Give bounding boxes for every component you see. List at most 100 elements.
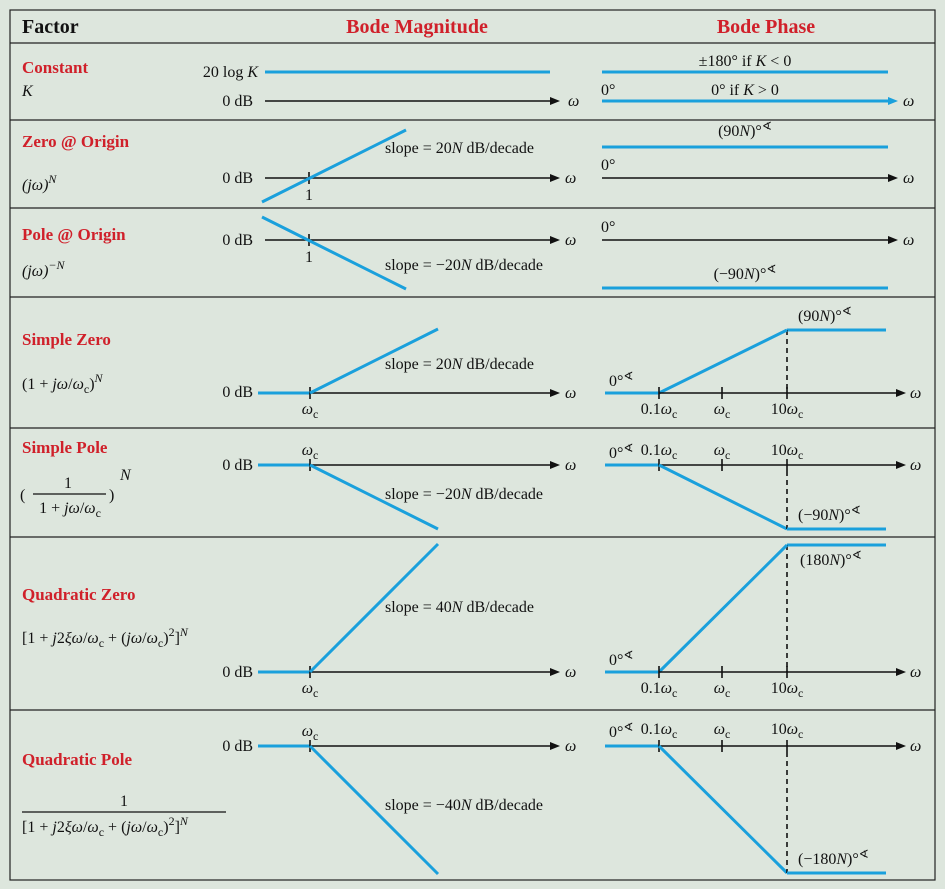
slope-label: slope = 20N dB/decade xyxy=(385,140,534,157)
phase-label-negK: ±180° if K < 0 xyxy=(699,53,792,70)
slope-label: slope = −20N dB/decade xyxy=(385,486,543,503)
slope-label: slope = −20N dB/decade xyxy=(385,257,543,274)
tick-label-01wc: 0.1ωc xyxy=(641,721,678,741)
mag-0db-label: 0 dB xyxy=(222,664,253,681)
table-grid xyxy=(9,9,936,881)
factor-name: Pole @ Origin xyxy=(22,225,126,244)
mag-slope-line xyxy=(308,542,440,674)
tick-label-01wc: 0.1ωc xyxy=(641,401,678,421)
mag-slope-line xyxy=(309,327,439,395)
svg-text:1: 1 xyxy=(120,793,128,810)
arrow-icon xyxy=(888,236,898,244)
slope-label: slope = 40N dB/decade xyxy=(385,599,534,616)
factor-expression: (1 + jω/ωc)N xyxy=(22,371,104,396)
mag-0db-label: 0 dB xyxy=(222,170,253,187)
factor-expression: K xyxy=(21,83,34,100)
arrow-icon xyxy=(550,174,560,182)
factor-name: Quadratic Zero xyxy=(22,585,135,604)
phase-slope-line xyxy=(657,744,789,875)
phase-slope-line xyxy=(658,328,788,395)
tick-label-1: 1 xyxy=(305,187,313,204)
header-factor: Factor xyxy=(22,16,79,38)
row-simple-zero: Simple Zero (1 + jω/ωc)N 0 dB ω ωc slope… xyxy=(22,304,921,421)
phase-slope-line xyxy=(658,463,788,531)
tick-label-01wc: 0.1ωc xyxy=(641,442,678,462)
arrow-icon xyxy=(896,389,906,397)
factor-expression: ( 1 1 + jω/ωc ) N xyxy=(20,467,132,520)
omega-label: ω xyxy=(565,170,576,187)
mag-slope-line xyxy=(308,744,440,876)
mag-slope-line xyxy=(261,128,407,204)
omega-label: ω xyxy=(565,232,576,249)
factor-name: Constant xyxy=(22,58,88,77)
tick-label-10wc: 10ωc xyxy=(771,721,804,741)
row-pole-origin: Pole @ Origin (jω)−N 0 dB ω 1 slope = −2… xyxy=(22,215,914,291)
phase-label-bottom: (−90N)°∢ xyxy=(798,503,861,524)
tick-label-wc: ωc xyxy=(302,680,319,700)
phase-0deg-label: 0° xyxy=(601,219,615,236)
factor-name: Simple Pole xyxy=(22,438,108,457)
omega-label: ω xyxy=(565,664,576,681)
phase-0deg-label: 0° xyxy=(601,82,615,99)
omega-label: ω xyxy=(903,170,914,187)
arrow-icon xyxy=(550,97,560,105)
omega-label: ω xyxy=(568,93,579,110)
factor-name: Quadratic Pole xyxy=(22,750,132,769)
omega-label: ω xyxy=(565,738,576,755)
svg-text:): ) xyxy=(109,487,114,504)
mag-0db-label: 0 dB xyxy=(222,93,253,110)
mag-level-label: 20 log K xyxy=(203,64,259,81)
tick-label-wc: ωc xyxy=(302,723,319,743)
omega-label: ω xyxy=(910,385,921,402)
slope-label: slope = 20N dB/decade xyxy=(385,356,534,373)
row-simple-pole: Simple Pole ( 1 1 + jω/ωc ) N 0 dB ω ωc … xyxy=(20,438,921,531)
tick-label-wc: ωc xyxy=(302,442,319,462)
tick-label-1: 1 xyxy=(305,249,313,266)
arrow-icon xyxy=(888,174,898,182)
arrow-icon xyxy=(550,236,560,244)
tick-label-10wc: 10ωc xyxy=(771,442,804,462)
phase-label-bottom: (−180N)°∢ xyxy=(798,847,869,868)
omega-label: ω xyxy=(910,457,921,474)
tick-label-wc: ωc xyxy=(714,442,731,462)
factor-name: Zero @ Origin xyxy=(22,132,130,151)
phase-label: (90N)°∢ xyxy=(718,119,772,140)
svg-text:(: ( xyxy=(20,487,25,504)
tick-label-wc: ωc xyxy=(714,401,731,421)
omega-label: ω xyxy=(910,738,921,755)
omega-label: ω xyxy=(903,232,914,249)
arrow-icon xyxy=(550,668,560,676)
arrow-icon xyxy=(896,742,906,750)
arrow-icon xyxy=(888,97,898,105)
svg-text:1 + jω/ωc: 1 + jω/ωc xyxy=(39,500,101,520)
arrow-icon xyxy=(896,461,906,469)
omega-label: ω xyxy=(903,93,914,110)
row-constant: Constant K 20 log K 0 dB ω ±180° if K < … xyxy=(21,53,914,110)
header-magnitude: Bode Magnitude xyxy=(346,16,488,38)
phase-label-posK: 0° if K > 0 xyxy=(711,82,779,99)
omega-label: ω xyxy=(910,664,921,681)
tick-label-01wc: 0.1ωc xyxy=(641,680,678,700)
mag-0db-label: 0 dB xyxy=(222,384,253,401)
tick-label-wc: ωc xyxy=(714,721,731,741)
phase-slope-line xyxy=(657,543,789,674)
factor-name: Simple Zero xyxy=(22,330,111,349)
row-zero-origin: Zero @ Origin (jω)N 0 dB ω 1 slope = 20N… xyxy=(22,119,914,204)
omega-label: ω xyxy=(565,457,576,474)
header-phase: Bode Phase xyxy=(717,16,815,38)
row-quadratic-zero: Quadratic Zero [1 + j2ξω/ωc + (jω/ωc)2]N… xyxy=(22,542,921,700)
svg-text:N: N xyxy=(119,467,132,484)
phase-0deg-label: 0° xyxy=(601,157,615,174)
arrow-icon xyxy=(550,389,560,397)
tick-label-10wc: 10ωc xyxy=(771,401,804,421)
mag-slope-line xyxy=(309,463,439,531)
arrow-icon xyxy=(550,461,560,469)
phase-label-top: (180N)°∢ xyxy=(800,548,862,569)
arrow-icon xyxy=(896,668,906,676)
omega-label: ω xyxy=(565,385,576,402)
mag-0db-label: 0 dB xyxy=(222,738,253,755)
tick-label-wc: ωc xyxy=(714,680,731,700)
phase-label: (−90N)°∢ xyxy=(714,262,777,283)
slope-label: slope = −40N dB/decade xyxy=(385,797,543,814)
